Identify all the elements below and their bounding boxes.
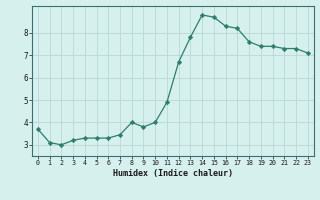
- X-axis label: Humidex (Indice chaleur): Humidex (Indice chaleur): [113, 169, 233, 178]
